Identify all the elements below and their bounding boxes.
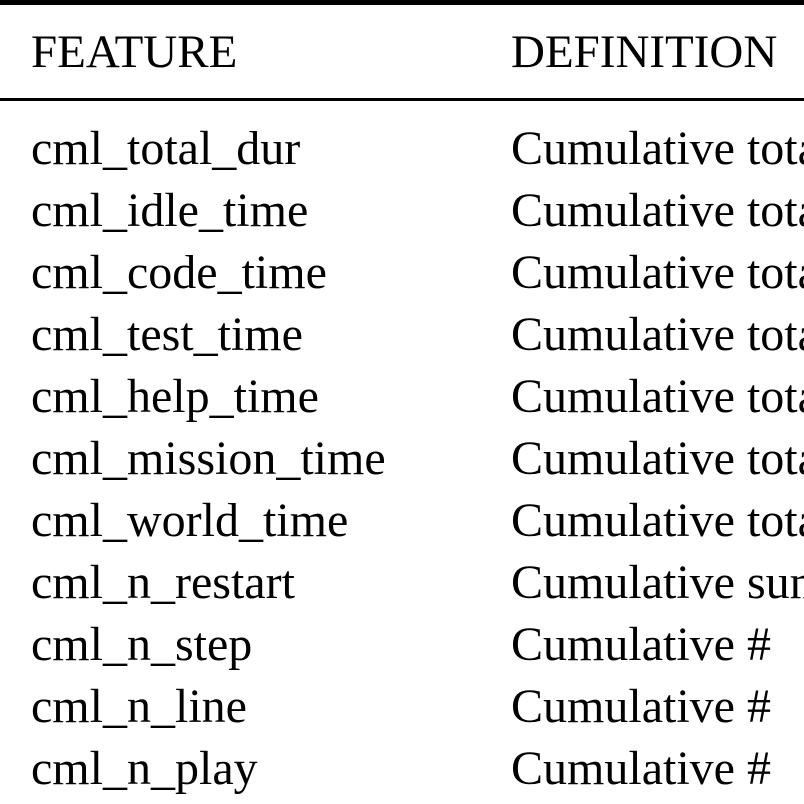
table-row: cml_n_play Cumulative # bbox=[0, 738, 804, 800]
definition-cell: Cumulative # bbox=[511, 618, 771, 671]
definition-cell: Cumulative total bbox=[511, 122, 804, 175]
feature-cell: cml_test_time bbox=[31, 308, 303, 361]
feature-cell: cml_n_line bbox=[31, 680, 247, 733]
feature-cell: cml_n_step bbox=[31, 618, 253, 671]
header-definition: DEFINITION bbox=[511, 26, 778, 78]
feature-cell: cml_idle_time bbox=[31, 184, 309, 237]
definition-cell: Cumulative total bbox=[511, 246, 804, 299]
table-row: cml_test_time Cumulative total bbox=[0, 304, 804, 366]
table-row: cml_n_restart Cumulative sum bbox=[0, 552, 804, 614]
feature-cell: cml_code_time bbox=[31, 246, 327, 299]
table-row: cml_code_time Cumulative total bbox=[0, 242, 804, 304]
feature-cell: cml_help_time bbox=[31, 370, 319, 423]
table-row: cml_n_step Cumulative # bbox=[0, 614, 804, 676]
definition-cell: Cumulative sum bbox=[511, 556, 804, 609]
table-header-rule bbox=[0, 98, 804, 101]
definition-cell: Cumulative total bbox=[511, 432, 804, 485]
feature-cell: cml_total_dur bbox=[31, 122, 301, 175]
header-feature: FEATURE bbox=[31, 26, 238, 78]
table-row: cml_help_time Cumulative total bbox=[0, 366, 804, 428]
definition-cell: Cumulative # bbox=[511, 742, 771, 795]
table-row: cml_n_line Cumulative # bbox=[0, 676, 804, 738]
feature-cell: cml_world_time bbox=[31, 494, 349, 547]
definition-cell: Cumulative total bbox=[511, 184, 804, 237]
feature-cell: cml_n_play bbox=[31, 742, 258, 795]
table-header-row: FEATURE DEFINITION bbox=[0, 22, 804, 82]
definition-cell: Cumulative total bbox=[511, 308, 804, 361]
definition-cell: Cumulative total bbox=[511, 494, 804, 547]
table-top-rule bbox=[0, 0, 804, 5]
definition-cell: Cumulative total bbox=[511, 370, 804, 423]
table-row: cml_total_dur Cumulative total bbox=[0, 118, 804, 180]
table-row: cml_idle_time Cumulative total bbox=[0, 180, 804, 242]
table-row: cml_mission_time Cumulative total bbox=[0, 428, 804, 490]
table-row: cml_world_time Cumulative total bbox=[0, 490, 804, 552]
feature-cell: cml_mission_time bbox=[31, 432, 386, 485]
table-body: cml_total_dur Cumulative total cml_idle_… bbox=[0, 118, 804, 800]
feature-cell: cml_n_restart bbox=[31, 556, 295, 609]
definition-cell: Cumulative # bbox=[511, 680, 771, 733]
